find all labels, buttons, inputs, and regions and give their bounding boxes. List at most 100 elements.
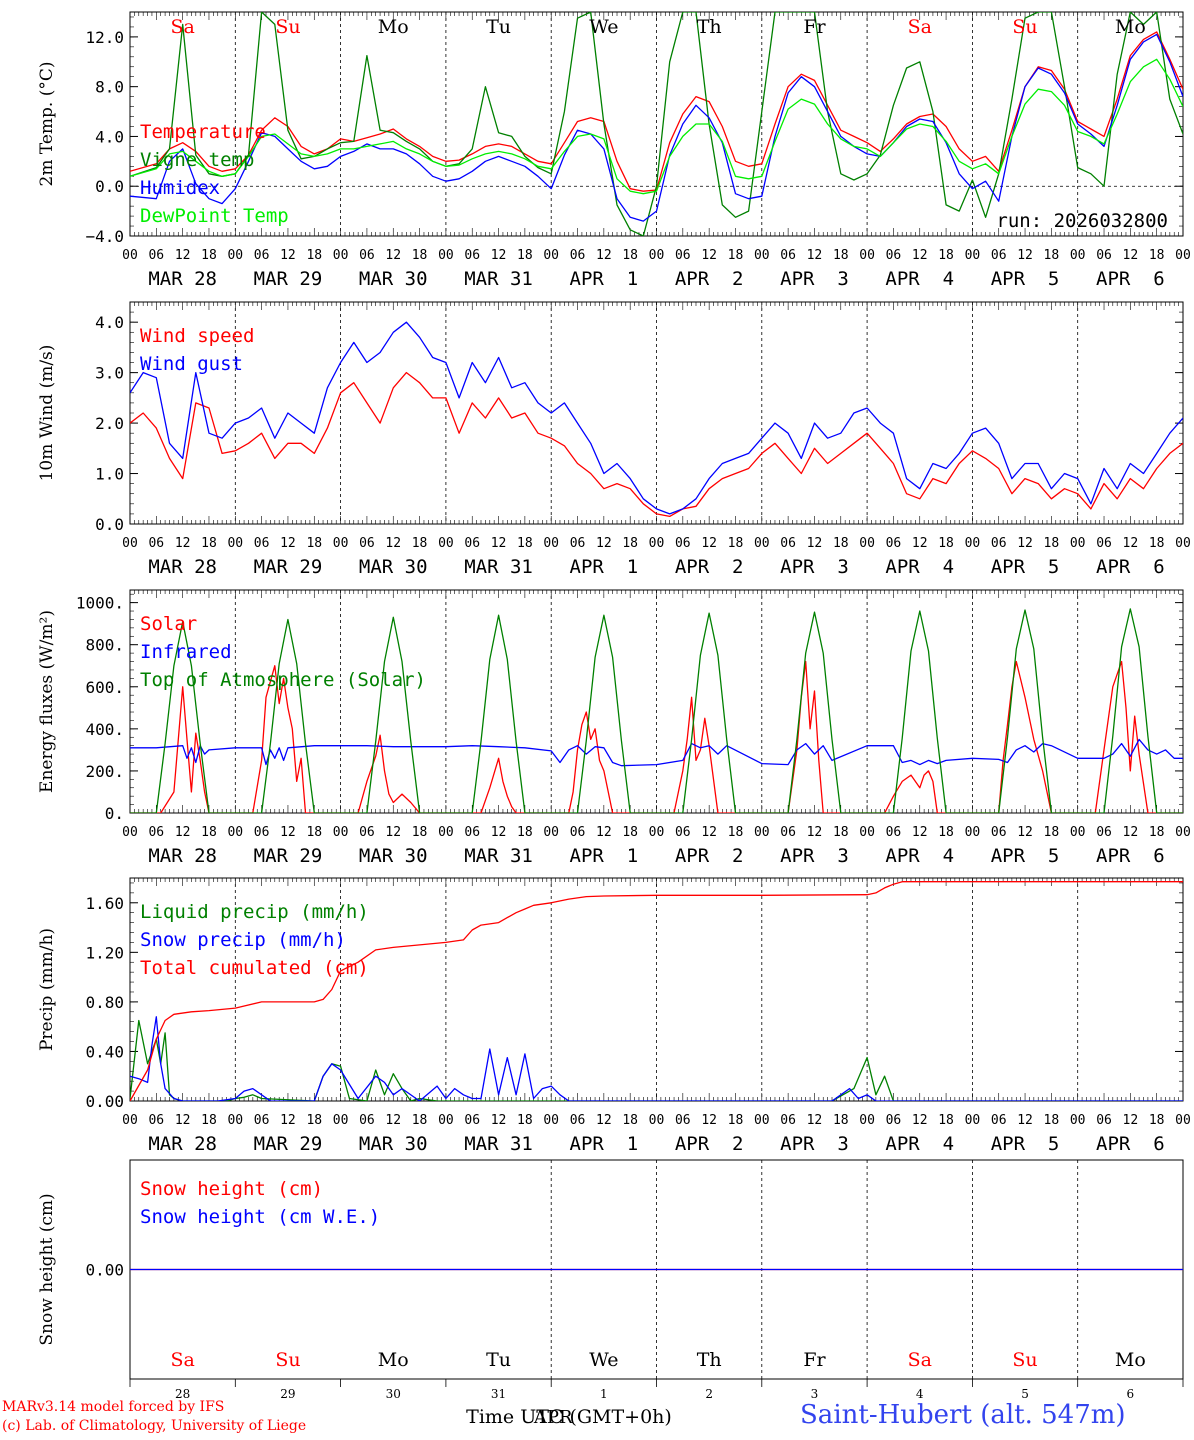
- weekday-label: Sa: [908, 1349, 932, 1371]
- hour-tick-label: 12: [175, 1113, 191, 1128]
- legend-entry: Snow height (cm W.E.): [140, 1206, 380, 1228]
- hour-tick-label: 06: [886, 536, 902, 551]
- hour-tick-label: 18: [517, 1113, 533, 1128]
- y-axis-label: 10m Wind (m/s): [37, 345, 57, 482]
- hour-tick-label: 00: [438, 825, 454, 840]
- copyright-credit: (c) Lab. of Climatology, University of L…: [2, 1418, 307, 1434]
- hour-tick-label: 18: [1044, 536, 1060, 551]
- series-dewpoint-temp: [130, 58, 1183, 195]
- weekday-label: Su: [1012, 1349, 1037, 1371]
- hour-tick-label: 06: [780, 1113, 796, 1128]
- hour-tick-label: 12: [280, 825, 296, 840]
- weekday-label: Su: [275, 1349, 300, 1371]
- series-vigne-temp: [130, 12, 1183, 236]
- hour-tick-label: 18: [306, 536, 322, 551]
- hour-tick-label: 18: [306, 248, 322, 263]
- hour-tick-label: 06: [886, 248, 902, 263]
- hour-tick-label: 18: [833, 1113, 849, 1128]
- hour-tick-label: 18: [833, 536, 849, 551]
- hour-tick-label: 00: [965, 825, 981, 840]
- hour-tick-label: 12: [491, 1113, 507, 1128]
- weekday-label: Mo: [378, 1349, 409, 1371]
- hour-tick-label: 12: [1017, 1113, 1033, 1128]
- date-label: APR 3: [780, 845, 849, 867]
- hour-tick-label: 06: [780, 825, 796, 840]
- hour-tick-label: 18: [1044, 1113, 1060, 1128]
- weekday-label: Sa: [170, 16, 194, 38]
- hour-tick-label: 18: [938, 248, 954, 263]
- date-label: APR 6: [1096, 268, 1165, 290]
- hour-tick-label: 12: [491, 248, 507, 263]
- y-axis-label: 2m Temp. (°C): [37, 61, 57, 186]
- series-top-of-atmosphere-solar: [130, 608, 1183, 813]
- hour-tick-label: 00: [965, 536, 981, 551]
- hour-tick-label: 12: [175, 825, 191, 840]
- hour-tick-label: 06: [148, 248, 164, 263]
- date-label: APR 2: [675, 845, 744, 867]
- hour-tick-label: 18: [728, 248, 744, 263]
- date-label: MAR 29: [254, 1133, 323, 1155]
- hour-tick-label: 06: [1096, 1113, 1112, 1128]
- hour-tick-label: 06: [254, 536, 270, 551]
- hour-tick-label: 12: [280, 248, 296, 263]
- hour-tick-label: 12: [1017, 248, 1033, 263]
- hour-tick-label: 06: [886, 1113, 902, 1128]
- hour-tick-label: 00: [122, 1113, 138, 1128]
- date-label: APR 1: [570, 845, 639, 867]
- y-tick-label: 8.0: [95, 78, 124, 97]
- hour-tick-label: 12: [701, 825, 717, 840]
- hour-tick-label: 12: [701, 248, 717, 263]
- day-number-label: 6: [1127, 1387, 1135, 1401]
- hour-tick-label: 18: [622, 536, 638, 551]
- hour-tick-label: 12: [385, 536, 401, 551]
- date-label: APR 5: [991, 268, 1060, 290]
- hour-tick-label: 12: [280, 1113, 296, 1128]
- legend-entry: Liquid precip (mm/h): [140, 901, 369, 923]
- hour-tick-label: 12: [385, 1113, 401, 1128]
- series-snow-precip-mm-h: [130, 1016, 1183, 1101]
- hour-tick-label: 00: [543, 248, 559, 263]
- run-label: run: 2026032800: [996, 210, 1168, 232]
- date-label: APR 2: [675, 268, 744, 290]
- series-group: [130, 608, 1183, 813]
- hour-tick-label: 12: [1123, 1113, 1139, 1128]
- hour-tick-label: 00: [122, 536, 138, 551]
- y-tick-label: 2.0: [95, 414, 124, 433]
- hour-tick-label: 06: [464, 1113, 480, 1128]
- hour-tick-label: 00: [543, 825, 559, 840]
- hour-tick-label: 00: [333, 248, 349, 263]
- y-tick-label: 1.20: [85, 943, 124, 962]
- hour-tick-label: 18: [201, 248, 217, 263]
- hour-tick-label: 18: [306, 1113, 322, 1128]
- hour-tick-label: 18: [201, 1113, 217, 1128]
- hour-tick-label: 06: [570, 536, 586, 551]
- hour-tick-label: 12: [385, 248, 401, 263]
- legend-entry: Wind gust: [140, 353, 243, 375]
- hour-tick-label: 06: [780, 248, 796, 263]
- date-label: MAR 30: [359, 845, 428, 867]
- hour-tick-label: 00: [859, 825, 875, 840]
- date-label: MAR 31: [464, 556, 533, 578]
- y-tick-label: 1.0: [95, 465, 124, 484]
- weekday-label: Fr: [803, 1349, 826, 1371]
- hour-tick-label: 06: [675, 536, 691, 551]
- series-group: [130, 321, 1183, 518]
- panel-temp: −4.0 0.0 4.0 8.0 12.0 2m Temp. (°C) Temperatur…: [37, 11, 1191, 290]
- y-tick-label: 0.0: [95, 177, 124, 196]
- weekday-label: Tu: [486, 16, 511, 38]
- hour-tick-label: 12: [912, 536, 928, 551]
- hour-tick-label: 00: [859, 536, 875, 551]
- y-tick-label: 0.0: [95, 515, 124, 534]
- hour-tick-label: 00: [122, 248, 138, 263]
- hour-tick-label: 06: [570, 1113, 586, 1128]
- y-tick-label: 600.: [85, 678, 124, 697]
- hour-tick-label: 00: [1070, 1113, 1086, 1128]
- series-wind-gust: [130, 321, 1183, 515]
- hour-tick-label: 06: [148, 1113, 164, 1128]
- hour-tick-label: 00: [859, 1113, 875, 1128]
- hour-tick-label: 18: [938, 536, 954, 551]
- series-group: [130, 12, 1183, 236]
- date-label: APR 5: [991, 556, 1060, 578]
- hour-tick-label: 12: [912, 1113, 928, 1128]
- series-group: [130, 881, 1183, 1101]
